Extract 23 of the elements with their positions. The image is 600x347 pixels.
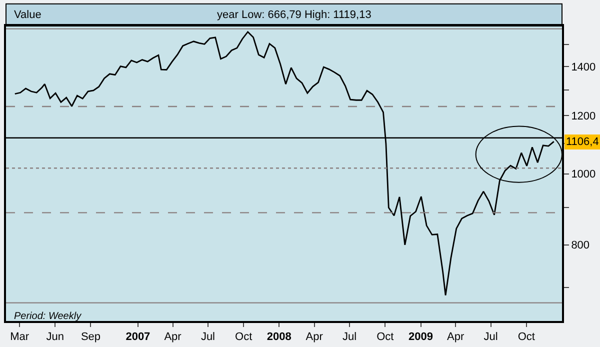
x-tick-label: Jul bbox=[484, 331, 498, 344]
x-tick-label: Oct bbox=[235, 331, 252, 344]
x-tick-label: Oct bbox=[518, 331, 535, 344]
x-tick-label: Jul bbox=[200, 331, 215, 344]
x-tick-label: Mar bbox=[10, 331, 30, 344]
y-tick-label: 800 bbox=[571, 240, 590, 252]
x-tick-label: Sep bbox=[80, 331, 101, 344]
text: Value bbox=[14, 9, 42, 21]
annotation: 1106,4 bbox=[566, 136, 599, 148]
y-tick-label: 1400 bbox=[571, 61, 596, 74]
x-tick-label: Oct bbox=[376, 331, 394, 344]
y-tick-label: 1200 bbox=[571, 110, 596, 123]
text: year Low: 666,79 High: 1119,13 bbox=[217, 9, 372, 21]
x-tick-label: Jul bbox=[342, 331, 357, 344]
x-tick-label: 2009 bbox=[408, 331, 434, 344]
x-tick-label: Jun bbox=[46, 331, 64, 344]
x-tick-label: 2008 bbox=[266, 331, 292, 344]
x-tick-label: 2007 bbox=[126, 331, 150, 344]
annotation: Period: Weekly bbox=[14, 311, 82, 322]
y-tick-label: 1000 bbox=[571, 168, 596, 181]
x-tick-label: Apr bbox=[306, 331, 324, 344]
x-tick-label: Apr bbox=[447, 331, 464, 344]
x-tick-label: Apr bbox=[164, 331, 182, 344]
